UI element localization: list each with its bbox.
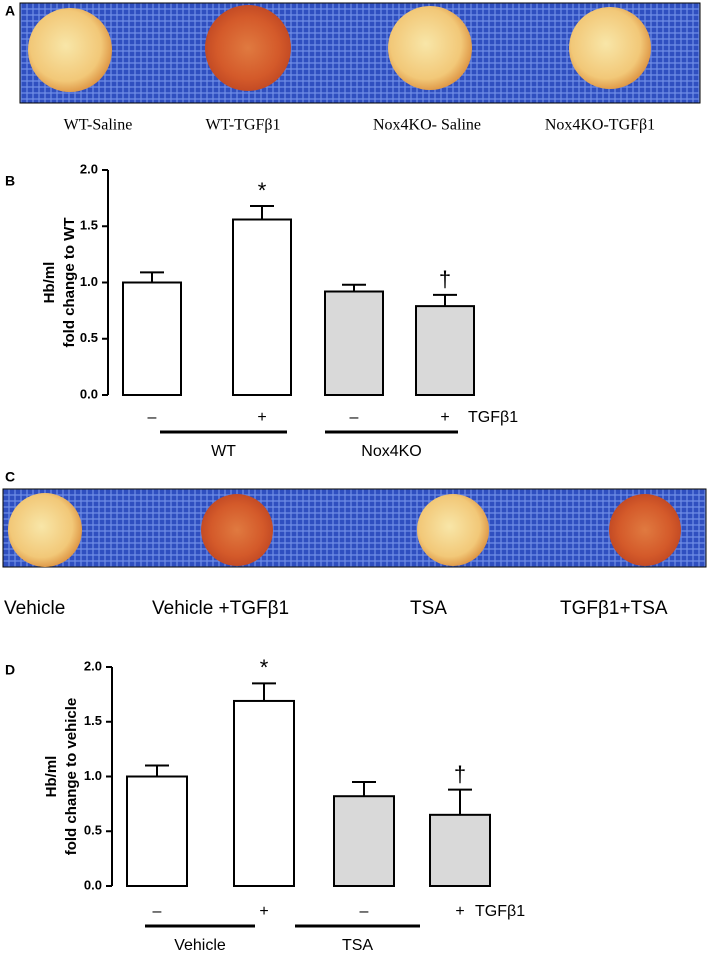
- significance-mark: *: [258, 178, 267, 203]
- panel-letter: C: [5, 469, 15, 485]
- y-tick-label: 0.5: [80, 330, 98, 345]
- bar: [233, 699, 295, 887]
- x-tick-label: –: [148, 409, 157, 426]
- y-tick-label: 0.0: [84, 877, 102, 892]
- photo-label: Vehicle +TGFβ1: [152, 598, 289, 619]
- panel-letter: B: [5, 173, 15, 189]
- group-label: WT: [211, 443, 236, 460]
- bar: [122, 281, 182, 396]
- y-tick-label: 1.0: [80, 274, 98, 289]
- x-tick-label: +: [455, 903, 464, 920]
- photo-label: TSA: [410, 598, 447, 619]
- photo-label: Nox4KO- Saline: [373, 117, 481, 134]
- x-tick-label: +: [259, 903, 268, 920]
- photo-label: Vehicle: [4, 598, 65, 619]
- y-tick-label: 1.5: [84, 713, 102, 728]
- y-axis-label: fold change to WT: [61, 218, 78, 348]
- y-tick-label: 0.0: [80, 386, 98, 401]
- y-axis-label: Hb/ml: [43, 756, 60, 798]
- x-tick-label: +: [440, 409, 449, 426]
- row-label: TGFβ1: [468, 409, 518, 426]
- y-tick-label: 2.0: [84, 658, 102, 673]
- y-tick-label: 1.0: [84, 768, 102, 783]
- y-tick-label: 2.0: [80, 161, 98, 176]
- photo-a: [19, 2, 701, 104]
- x-tick-label: –: [153, 903, 162, 920]
- panel-letter: D: [5, 662, 15, 678]
- photo-label: WT-TGFβ1: [205, 117, 280, 134]
- panel-letter: A: [5, 3, 15, 19]
- bar: [415, 305, 475, 396]
- group-label: Nox4KO: [361, 443, 421, 460]
- y-tick-label: 1.5: [80, 218, 98, 233]
- bar: [429, 813, 491, 888]
- bar: [232, 218, 292, 396]
- photo-label: WT-Saline: [64, 117, 133, 134]
- group-label: TSA: [342, 937, 373, 954]
- group-label: Vehicle: [174, 937, 226, 954]
- bar: [324, 290, 384, 396]
- photo-label: Nox4KO-TGFβ1: [545, 117, 655, 134]
- bar: [333, 795, 395, 888]
- y-tick-label: 0.5: [84, 823, 102, 838]
- row-label: TGFβ1: [475, 903, 525, 920]
- x-tick-label: –: [350, 409, 359, 426]
- photo-c: [2, 488, 707, 568]
- significance-mark: †: [439, 267, 451, 292]
- x-tick-label: –: [360, 903, 369, 920]
- y-axis-label: fold change to vehicle: [63, 698, 80, 856]
- significance-mark: †: [454, 761, 466, 786]
- significance-mark: *: [260, 655, 269, 680]
- photo-label: TGFβ1+TSA: [560, 598, 668, 619]
- y-axis-label: Hb/ml: [41, 262, 58, 304]
- bar: [126, 775, 188, 887]
- x-tick-label: +: [257, 409, 266, 426]
